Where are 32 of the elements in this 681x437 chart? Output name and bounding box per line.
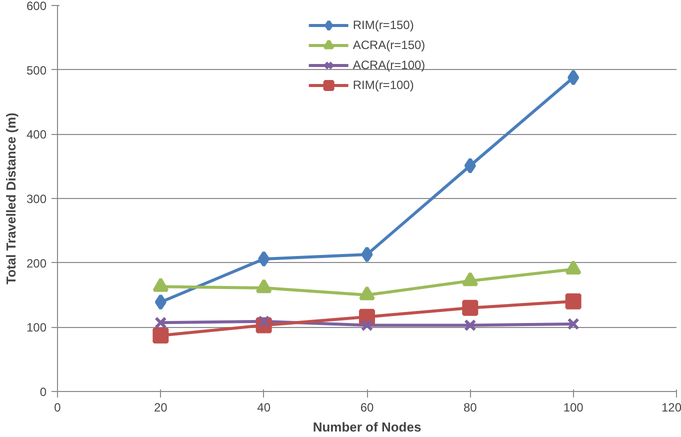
point — [464, 319, 476, 332]
x-tick-label: 0 — [54, 400, 62, 414]
y-tick-label: 400 — [26, 128, 47, 142]
x-tick-label: 80 — [463, 400, 478, 414]
y-tick-label: 300 — [26, 192, 47, 206]
y-tick-label: 200 — [26, 256, 47, 270]
legend-label: RIM(r=100) — [352, 78, 414, 92]
x-axis-title: Number of Nodes — [312, 420, 422, 434]
legend-label: RIM(r=150) — [352, 18, 414, 32]
y-tick-label: 0 — [40, 385, 47, 399]
legend-label: ACRA(r=100) — [352, 58, 426, 72]
legend-label: ACRA(r=150) — [352, 38, 426, 52]
x-tick-label: 40 — [257, 400, 271, 414]
point — [152, 328, 169, 344]
point — [565, 293, 582, 310]
x-tick-label: 60 — [360, 400, 374, 414]
x-tick-label: 20 — [154, 400, 168, 414]
y-axis-title: Total Travelled Distance (m) — [3, 112, 18, 284]
x-tick-label: 100 — [563, 400, 584, 414]
point — [462, 300, 478, 316]
y-tick-label: 100 — [26, 320, 47, 335]
x-tick-label: 120 — [661, 400, 681, 414]
point — [361, 246, 373, 262]
point — [567, 318, 580, 330]
point — [464, 158, 476, 174]
point — [154, 294, 166, 310]
y-tick-label: 500 — [26, 63, 47, 78]
y-tick-label: 600 — [26, 0, 47, 13]
point — [360, 319, 374, 332]
point — [568, 70, 580, 86]
point — [258, 250, 270, 267]
point — [154, 316, 167, 329]
